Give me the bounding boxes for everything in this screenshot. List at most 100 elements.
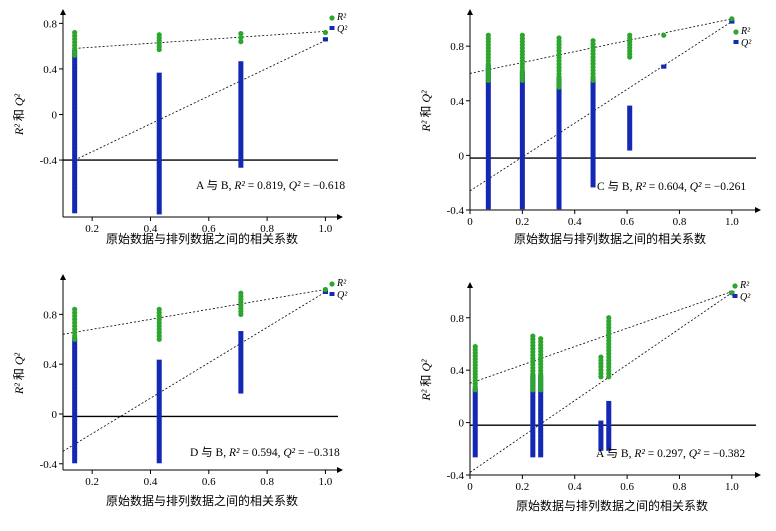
q2-point — [485, 176, 491, 181]
q2-point — [238, 141, 244, 146]
q2-point — [72, 67, 78, 72]
y-tick-label: -0.4 — [40, 155, 58, 167]
q2-point — [729, 19, 735, 24]
q2-point — [72, 64, 78, 69]
q2-point — [627, 116, 633, 121]
x-tick-label: 0.6 — [620, 216, 634, 228]
q2-point — [556, 147, 562, 152]
q2-point — [156, 452, 162, 457]
q2-point — [156, 420, 162, 425]
x-tick-label: 0.6 — [202, 223, 216, 235]
legend-r2-marker — [733, 29, 739, 35]
q2-point — [519, 183, 525, 188]
q2-point — [606, 429, 612, 434]
q2-point — [238, 134, 244, 139]
q2-intercept-line — [74, 40, 326, 161]
stats-annotation: C 与 B, R² = 0.604, Q² = −0.261 — [597, 180, 746, 193]
q2-point — [156, 72, 162, 77]
q2-point — [238, 374, 244, 379]
q2-point — [72, 434, 78, 439]
q2-point — [72, 86, 78, 91]
q2-point — [556, 201, 562, 206]
q2-point — [590, 161, 596, 166]
q2-point — [72, 376, 78, 381]
q2-point — [72, 444, 78, 449]
q2-point — [530, 403, 536, 408]
x-axis-label: 原始数据与排列数据之间的相关系数 — [106, 493, 298, 508]
legend-q2-marker — [329, 26, 335, 30]
q2-point — [238, 342, 244, 347]
q2-point — [72, 169, 78, 174]
q2-point — [590, 168, 596, 173]
q2-point — [627, 109, 633, 114]
q2-point — [485, 111, 491, 116]
q2-point — [556, 158, 562, 163]
q2-point — [238, 338, 244, 343]
q2-point — [472, 446, 478, 451]
q2-point — [519, 194, 525, 199]
q2-point — [72, 140, 78, 145]
q2-point — [590, 103, 596, 108]
legend-r2-marker — [329, 281, 335, 287]
q2-point — [590, 96, 596, 101]
q2-point — [156, 108, 162, 113]
q2-point — [519, 143, 525, 148]
q2-point — [472, 427, 478, 432]
q2-point — [472, 413, 478, 418]
q2-point — [590, 114, 596, 119]
q2-point — [156, 163, 162, 168]
q2-point — [156, 116, 162, 121]
q2-point — [238, 101, 244, 106]
q2-point — [72, 383, 78, 388]
q2-point — [538, 439, 544, 444]
q2-point — [519, 89, 525, 94]
q2-point — [530, 439, 536, 444]
x-axis-label: 原始数据与排列数据之间的相关系数 — [516, 498, 708, 513]
q2-point — [590, 118, 596, 123]
q2-point — [156, 159, 162, 164]
legend-q2-marker — [329, 292, 335, 296]
legend-q2-label: Q² — [337, 290, 348, 301]
q2-point — [72, 441, 78, 446]
q2-point — [238, 75, 244, 80]
q2-point — [538, 396, 544, 401]
q2-point — [238, 123, 244, 128]
q2-point — [72, 111, 78, 116]
y-tick-label: 0.4 — [43, 64, 57, 76]
q2-point — [156, 112, 162, 117]
q2-point — [530, 449, 536, 454]
q2-point — [156, 448, 162, 453]
q2-point — [72, 405, 78, 410]
q2-point — [238, 119, 244, 124]
q2-point — [519, 125, 525, 130]
q2-point — [598, 443, 604, 448]
q2-point — [72, 115, 78, 120]
q2-point — [72, 448, 78, 453]
q2-point — [485, 122, 491, 127]
q2-point — [598, 439, 604, 444]
q2-point — [519, 201, 525, 206]
q2-point — [156, 98, 162, 103]
legend-r2-label: R² — [740, 26, 751, 37]
q2-point — [472, 395, 478, 400]
q2-point — [72, 409, 78, 414]
q2-point — [472, 424, 478, 429]
r2-point — [238, 39, 244, 45]
q2-point — [556, 187, 562, 192]
q2-point — [485, 143, 491, 148]
q2-point — [156, 105, 162, 110]
q2-point — [156, 423, 162, 428]
q2-point — [72, 125, 78, 130]
q2-point — [156, 76, 162, 81]
q2-point — [72, 93, 78, 98]
q2-point — [156, 391, 162, 396]
q2-point — [72, 187, 78, 192]
r2-point — [729, 16, 735, 22]
q2-point — [519, 85, 525, 90]
q2-point — [238, 145, 244, 150]
x-tick-label: 1.0 — [725, 216, 739, 228]
q2-point — [530, 406, 536, 411]
q2-point — [519, 165, 525, 170]
x-tick-label: 0.4 — [568, 216, 582, 228]
q2-point — [519, 179, 525, 184]
